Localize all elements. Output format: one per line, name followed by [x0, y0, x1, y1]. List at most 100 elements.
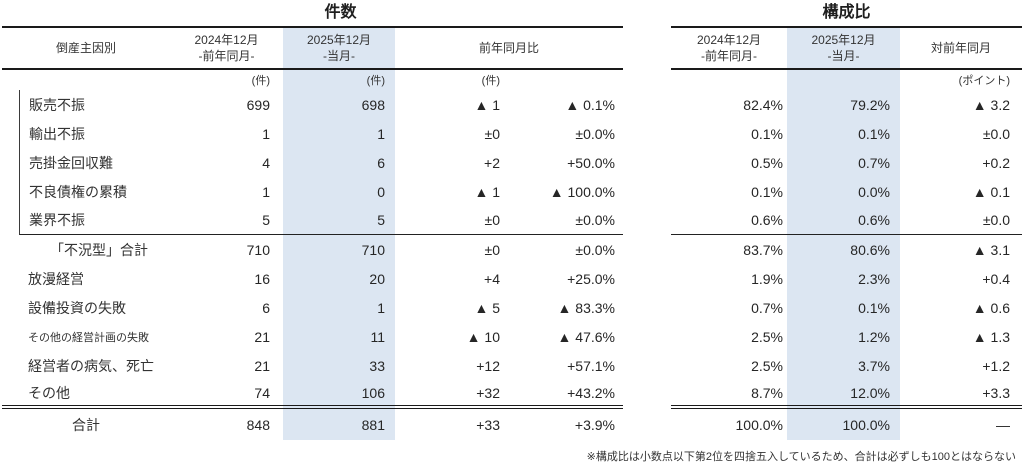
cell-count-diff-pct: ▲ 100.0%: [549, 183, 615, 200]
table-row: 売掛金回収難 4 6 +2 +50.0%: [2, 148, 623, 177]
cell-share-prev: 2.5%: [751, 328, 783, 345]
unit-label: (ポイント): [958, 75, 1010, 87]
column-header-yoy: 対前年同月: [900, 28, 1022, 70]
unit-label: (件): [481, 75, 500, 87]
cell-count-diff: ±0: [484, 125, 500, 142]
cell-share-prev: 1.9%: [751, 270, 783, 287]
composition-table-body: 82.4% 79.2% ▲ 3.2 0.1% 0.1% ±0.0 0.5% 0.…: [671, 90, 1022, 440]
cell-share-prev: 0.7%: [751, 299, 783, 316]
cell-share-diff: +3.3: [900, 380, 1022, 409]
cell-share-prev: 0.1%: [751, 125, 783, 142]
column-header-yoy: 前年同月比: [395, 28, 623, 70]
cell-count-diff: ±0: [484, 241, 500, 258]
composition-table-grid: 2024年12月 -前年同月- 2025年12月 -当月- 対前年同月 (ポイン…: [671, 26, 1022, 440]
cell-count-current: 1: [283, 119, 395, 148]
table-row: 0.7% 0.1% ▲ 0.6: [671, 293, 1022, 322]
cell-count-diff-pct: ▲ 0.1%: [565, 96, 615, 113]
cases-table-title: 件数: [324, 4, 357, 21]
cell-count-current: 33: [283, 351, 395, 380]
column-header-prev-month: 2024年12月 -前年同月-: [170, 28, 283, 70]
cell-count-prev: 6: [262, 299, 270, 316]
cell-count-current: 11: [283, 322, 395, 351]
cell-cause: 不良債権の累積: [19, 177, 170, 206]
cause-header-label: 倒産主因別: [55, 40, 116, 55]
cell-count-diff-pct: +3.9%: [574, 416, 615, 433]
table-row: 0.1% 0.1% ±0.0: [671, 119, 1022, 148]
cell-cause: 「不況型」合計: [50, 241, 148, 258]
table-row: 販売不振 699 698 ▲ 1 ▲ 0.1%: [2, 90, 623, 119]
table-row: 業界不振 5 5 ±0 ±0.0%: [2, 206, 623, 235]
cell-share-prev: 82.4%: [743, 96, 783, 113]
cell-count-diff-pct: ±0.0%: [575, 125, 615, 142]
cell-share-prev: 0.6%: [671, 206, 787, 235]
cell-count-current: 698: [283, 90, 395, 119]
cell-count-current: 20: [283, 264, 395, 293]
cell-count-prev: 4: [262, 154, 270, 171]
cell-count-diff: +12: [476, 357, 500, 374]
cell-cause: その他の経営計画の失敗: [28, 331, 149, 344]
cell-cause: 経営者の病気、死亡: [28, 357, 154, 374]
cases-table-grid: 倒産主因別 2024年12月 -前年同月- 2025年12月 -当月- 前年同月…: [2, 26, 623, 440]
cell-cause: 放漫経営: [28, 270, 84, 287]
cell-share-diff: ▲ 1.3: [972, 328, 1010, 345]
cell-count-diff-pct: ▲ 83.3%: [557, 299, 615, 316]
cell-share-diff: ±0.0: [982, 125, 1010, 142]
table-row: 放漫経営 16 20 +4 +25.0%: [2, 264, 623, 293]
cell-count-prev: 74: [170, 380, 283, 409]
column-header-cause: 倒産主因別: [2, 28, 170, 70]
cell-cause: その他: [2, 380, 170, 409]
cell-count-prev: 21: [254, 328, 270, 345]
cell-count-diff-pct: ▲ 47.6%: [557, 328, 615, 345]
cell-share-current: 0.0%: [787, 177, 900, 206]
cell-count-prev: 21: [254, 357, 270, 374]
cell-count-current: 1: [283, 293, 395, 322]
cell-share-current: 79.2%: [787, 90, 900, 119]
cell-share-prev: 100.0%: [735, 416, 783, 433]
cell-share-diff: +0.2: [982, 154, 1010, 171]
cell-share-diff: ▲ 0.6: [972, 299, 1010, 316]
cell-share-current: 3.7%: [787, 351, 900, 380]
cell-count-prev: 848: [246, 416, 270, 433]
cell-count-prev: 1: [262, 183, 270, 200]
table-row: 0.5% 0.7% +0.2: [671, 148, 1022, 177]
table-row: 2.5% 3.7% +1.2: [671, 351, 1022, 380]
composition-units-row: (ポイント): [671, 70, 1022, 90]
cell-count-diff: +2: [484, 154, 500, 171]
cell-count-prev: 16: [254, 270, 270, 287]
table-row: 合計 848 881 +33 +3.9%: [2, 409, 623, 440]
cell-share-current: 0.6%: [787, 206, 900, 235]
cell-cause: 販売不振: [19, 90, 170, 119]
cell-count-prev: 5: [170, 206, 283, 235]
cell-share-current: 1.2%: [787, 322, 900, 351]
composition-table: 構成比 2024年12月 -前年同月- 2025年12月 -当月- 対前年同月 …: [671, 2, 1022, 440]
cell-share-diff: ▲ 3.2: [972, 96, 1010, 113]
table-row: 不良債権の累積 1 0 ▲ 1 ▲ 100.0%: [2, 177, 623, 206]
cell-share-current: 0.7%: [787, 148, 900, 177]
cell-count-diff-pct: +43.2%: [505, 380, 623, 409]
cell-count-prev: 1: [262, 125, 270, 142]
cell-share-current: 0.1%: [787, 293, 900, 322]
cases-header-row: 倒産主因別 2024年12月 -前年同月- 2025年12月 -当月- 前年同月…: [2, 28, 623, 70]
cell-count-diff-pct: ±0.0%: [505, 206, 623, 235]
cell-share-diff: —: [996, 416, 1010, 433]
composition-table-title: 構成比: [822, 4, 871, 21]
unit-spacer: [2, 70, 170, 90]
table-row: その他 74 106 +32 +43.2%: [2, 380, 623, 409]
column-header-prev-month: 2024年12月 -前年同月-: [671, 28, 787, 70]
cell-cause: 合計: [72, 416, 100, 433]
table-row: 2.5% 1.2% ▲ 1.3: [671, 322, 1022, 351]
cell-count-current: 106: [283, 380, 395, 409]
cell-cause: 業界不振: [19, 206, 170, 235]
cell-share-diff: ▲ 0.1: [972, 183, 1010, 200]
cell-share-diff: ▲ 3.1: [972, 241, 1010, 258]
cell-share-prev: 8.7%: [671, 380, 787, 409]
cell-count-diff: ±0: [395, 206, 505, 235]
composition-header-row: 2024年12月 -前年同月- 2025年12月 -当月- 対前年同月: [671, 28, 1022, 70]
unit-spacer: [787, 70, 900, 90]
table-row: 1.9% 2.3% +0.4: [671, 264, 1022, 293]
cell-cause: 売掛金回収難: [19, 148, 170, 177]
cell-count-prev: 710: [246, 241, 270, 258]
cell-count-diff: ▲ 1: [474, 183, 500, 200]
cell-count-diff: +4: [484, 270, 500, 287]
table-row: 輸出不振 1 1 ±0 ±0.0%: [2, 119, 623, 148]
